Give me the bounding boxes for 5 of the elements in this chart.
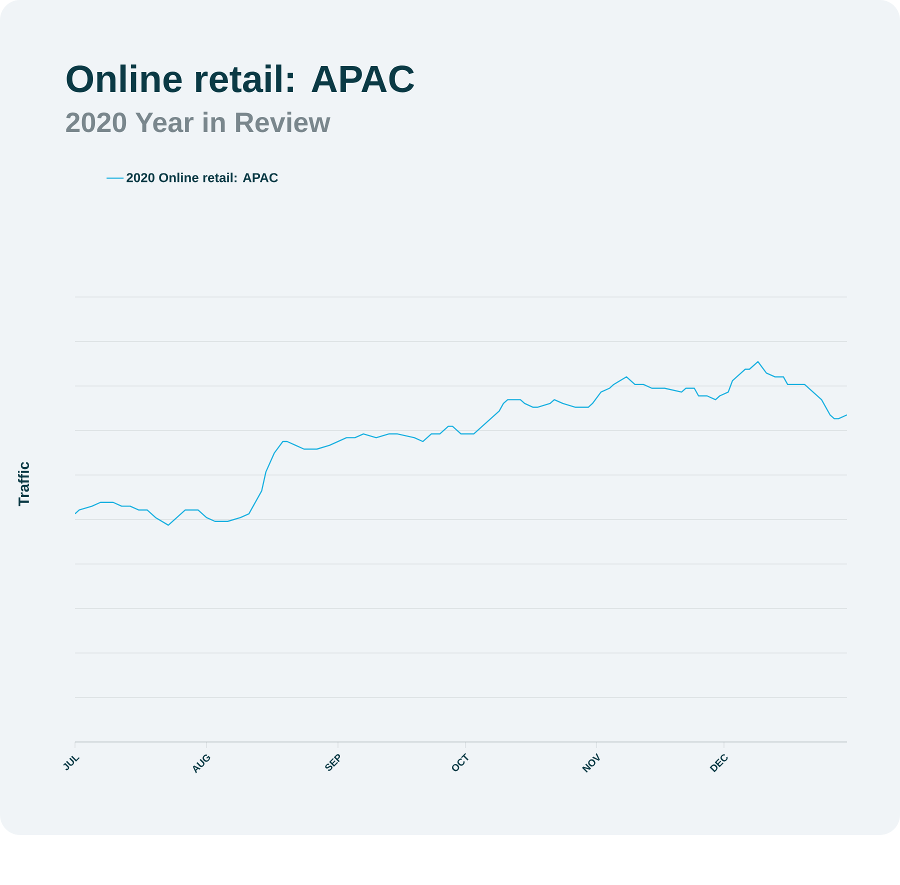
legend-label: 2020 Online retail: APAC bbox=[126, 172, 278, 182]
y-axis-title: Traffic bbox=[18, 462, 30, 506]
x-tick-label: JUL bbox=[63, 756, 80, 770]
chart-title: Online retail: APAC bbox=[66, 64, 414, 92]
chart-subtitle: 2020 Year in Review bbox=[66, 112, 330, 132]
